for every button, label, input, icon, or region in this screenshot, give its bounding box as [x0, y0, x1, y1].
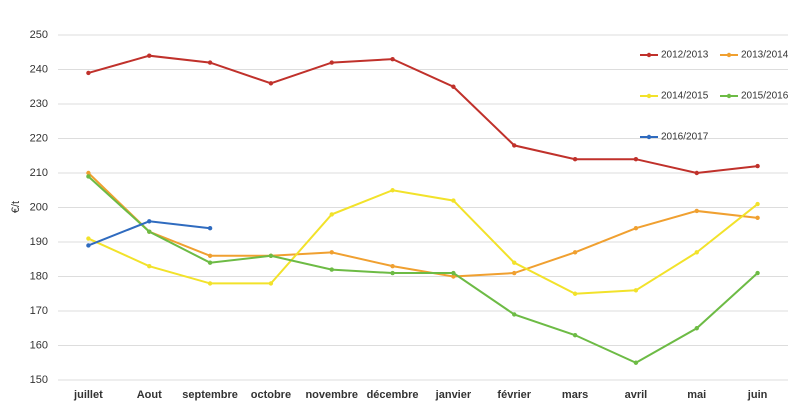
legend-label: 2013/2014: [741, 50, 789, 61]
series-line: [88, 189, 759, 295]
series-point: [512, 270, 517, 276]
x-tick-label: avril: [625, 389, 648, 401]
series-point: [147, 219, 152, 224]
y-tick-label: 150: [30, 374, 48, 386]
y-tick-label: 170: [30, 305, 48, 317]
series-point: [390, 188, 395, 193]
x-tick-label: mars: [562, 389, 588, 401]
series-point: [755, 270, 760, 276]
x-tick-label: décembre: [367, 389, 419, 401]
series-point: [268, 281, 274, 286]
series-point: [572, 250, 578, 255]
series-point: [207, 226, 213, 231]
series-point: [86, 174, 91, 179]
legend-label: 2014/2015: [661, 91, 709, 102]
series-point: [207, 253, 213, 258]
x-tick-label: janvier: [435, 389, 472, 401]
x-tick-label: juillet: [73, 389, 103, 401]
series-point: [390, 56, 395, 62]
series-point: [86, 243, 91, 248]
y-tick-label: 200: [30, 201, 48, 213]
series-line: [87, 172, 758, 278]
series-point: [512, 312, 517, 317]
series-point: [86, 236, 91, 241]
series-point: [633, 288, 639, 293]
series-point: [694, 326, 699, 331]
y-tick-label: 180: [30, 270, 48, 282]
x-tick-label: septembre: [182, 389, 238, 401]
legend-label: 2016/2017: [661, 132, 709, 143]
series-point: [572, 332, 578, 338]
series-point: [147, 263, 152, 269]
series-point: [207, 281, 213, 286]
legend-dot: [646, 52, 652, 58]
series-point: [755, 201, 760, 207]
series-point: [512, 143, 517, 148]
legend-dot: [726, 93, 732, 99]
x-tick-label: octobre: [251, 389, 291, 401]
y-tick-label: 220: [30, 132, 48, 144]
series-line: [88, 54, 758, 175]
y-tick-label: 190: [30, 236, 48, 248]
series-point: [451, 274, 456, 279]
series-point: [329, 267, 334, 272]
series-point: [329, 250, 334, 255]
series-point: [694, 250, 699, 255]
x-tick-label: novembre: [305, 389, 358, 401]
legend-label: 2012/2013: [661, 50, 709, 61]
series-point: [451, 84, 456, 89]
x-tick-label: février: [497, 389, 531, 401]
x-tick-label: juin: [747, 389, 768, 401]
series-point: [268, 81, 274, 86]
series-point: [451, 198, 456, 203]
y-tick-label: 240: [30, 63, 48, 75]
series-point: [572, 291, 578, 296]
series-point: [207, 260, 213, 265]
series-point: [633, 226, 639, 231]
legend-dot: [646, 93, 652, 99]
y-axis-label: €/t: [10, 201, 22, 213]
y-tick-label: 230: [30, 98, 48, 110]
y-tick-label: 160: [30, 339, 48, 351]
series-point: [390, 270, 395, 276]
legend-dot: [726, 52, 732, 58]
x-tick-label: mai: [687, 389, 706, 401]
series-point: [633, 157, 639, 162]
legend-dot: [646, 134, 652, 140]
series-point: [147, 53, 152, 58]
legend-label: 2015/2016: [741, 91, 789, 102]
series-point: [572, 157, 578, 162]
series-point: [451, 270, 456, 276]
series-point: [86, 70, 91, 76]
y-tick-label: 210: [30, 167, 48, 179]
y-tick-label: 250: [30, 29, 48, 41]
series-point: [329, 212, 334, 217]
series-point: [512, 260, 517, 265]
x-tick-label: Aout: [137, 389, 162, 401]
series-point: [694, 170, 699, 176]
series-point: [755, 215, 760, 221]
series-point: [207, 60, 213, 65]
series-line: [87, 175, 759, 364]
series-point: [633, 360, 639, 365]
series-point: [268, 253, 274, 258]
series-point: [694, 208, 699, 214]
series-point: [86, 170, 91, 176]
series-point: [147, 229, 152, 234]
series-point: [329, 60, 334, 65]
series-point: [755, 163, 760, 169]
series-point: [390, 263, 395, 269]
